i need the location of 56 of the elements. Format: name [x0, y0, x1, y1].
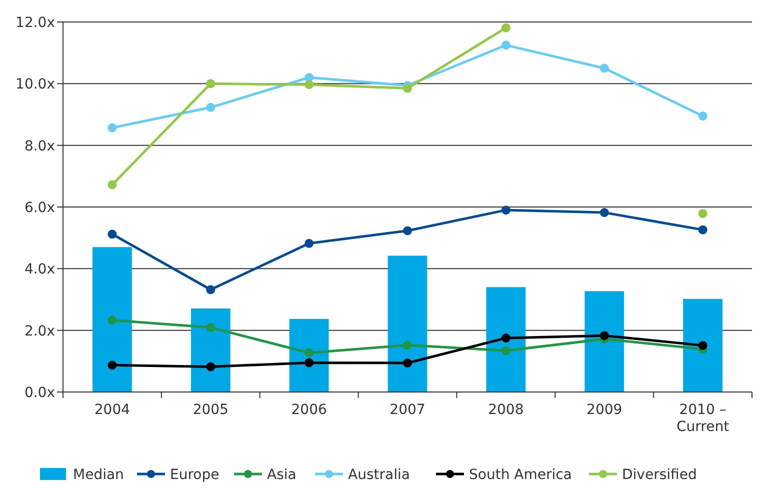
point: [698, 340, 708, 350]
point: [206, 102, 216, 112]
point: [501, 334, 510, 343]
point: [206, 362, 216, 372]
point: [403, 84, 412, 93]
point: [206, 79, 216, 88]
point: [600, 208, 609, 218]
point: [698, 208, 708, 218]
legend-label: Diversified: [622, 467, 697, 483]
bar: [683, 298, 722, 392]
bar: [486, 287, 526, 392]
point: [600, 64, 609, 73]
legend-label: Median: [73, 467, 124, 483]
point: [403, 358, 412, 368]
bar: [92, 247, 132, 392]
point: [403, 340, 412, 350]
x-tick-label: 2005: [192, 402, 228, 418]
point: [206, 323, 216, 332]
point: [108, 180, 117, 190]
point: [108, 316, 117, 325]
y-tick-label: 6.0x: [24, 200, 55, 216]
point: [501, 206, 510, 215]
legend-label: Europe: [170, 467, 220, 483]
y-tick-label: 0.0x: [24, 385, 55, 401]
x-tick-label: 2008: [488, 402, 524, 418]
point: [501, 346, 510, 356]
y-tick-label: 12.0x: [16, 15, 55, 31]
point: [304, 348, 314, 358]
x-tick-label: 2009: [586, 402, 622, 418]
y-tick-label: 10.0x: [16, 76, 55, 93]
point: [403, 226, 412, 236]
x-tick-label: 2010 – Current: [676, 402, 730, 435]
point: [304, 358, 314, 368]
point: [304, 238, 314, 248]
point: [108, 123, 117, 132]
y-tick-label: 4.0x: [24, 262, 55, 278]
legend-label: South America: [469, 467, 572, 483]
point: [304, 80, 314, 90]
legend-label: Asia: [267, 467, 296, 483]
point: [501, 40, 510, 50]
point: [698, 225, 708, 234]
point: [108, 230, 117, 239]
legend-label: Australia: [348, 467, 410, 483]
y-tick-label: 2.0x: [24, 323, 55, 340]
y-tick-label: 8.0x: [24, 138, 55, 154]
x-tick-label: 2004: [94, 402, 130, 418]
point: [108, 360, 117, 370]
point: [501, 23, 510, 32]
x-tick-label: 2007: [390, 402, 426, 418]
bar: [190, 308, 230, 392]
point: [698, 112, 708, 121]
x-tick-label: 2006: [291, 402, 327, 418]
point: [206, 285, 216, 294]
point: [600, 331, 609, 340]
bar: [388, 256, 428, 392]
bar: [584, 291, 624, 392]
